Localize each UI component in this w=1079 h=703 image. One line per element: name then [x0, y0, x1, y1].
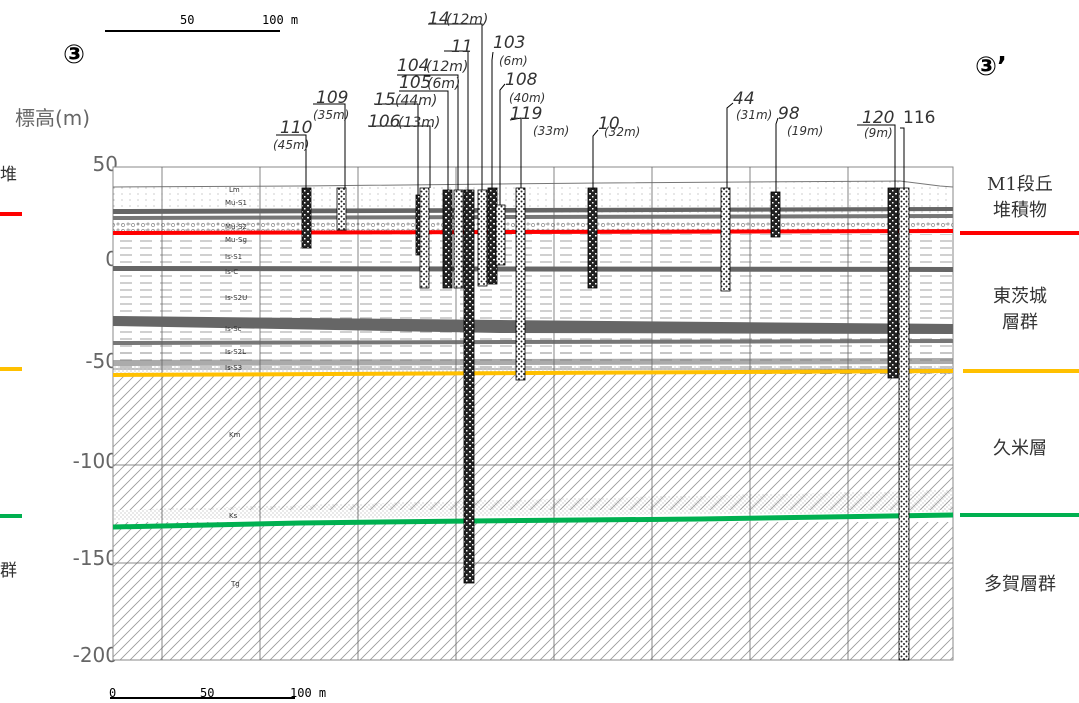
borehole-depth: (12m): [446, 12, 489, 28]
unit-label-higashi-ibaraki: 東茨城 層群: [993, 286, 1047, 334]
borehole-label: 120: [862, 108, 895, 128]
y-tick-label: -200: [72, 643, 118, 667]
m1-boundary-line: [112, 229, 954, 235]
borehole-label: 116: [903, 108, 936, 128]
scale-label-bottom-50: 50: [200, 686, 215, 700]
layer-label: Km: [229, 431, 241, 439]
borehole-label: 105: [399, 73, 432, 93]
layer-label: Is-S1: [225, 253, 243, 261]
borehole-label: 98: [778, 104, 800, 124]
layer-label: Is-S2U: [225, 294, 248, 302]
borehole-label: 44: [733, 89, 755, 109]
borehole-depth: (31m): [736, 108, 773, 122]
layer-label: Mu-Sg: [225, 236, 247, 244]
borehole-depth: (13m): [398, 115, 441, 131]
borehole-label: 110: [280, 118, 313, 138]
borehole-depth: (6m): [499, 54, 528, 68]
borehole-depth: (45m): [273, 138, 310, 152]
borehole-depth: (12m): [426, 59, 469, 75]
ibaraki-boundary-line: [112, 369, 954, 377]
borehole-depth: (33m): [533, 124, 570, 138]
layer-label: Lm: [229, 186, 240, 194]
borehole-depth: (32m): [604, 125, 641, 139]
borehole-label: 109: [316, 88, 349, 108]
borehole-label: 106: [368, 112, 401, 132]
scale-bar-bottom: [110, 697, 295, 699]
borehole-depth: (19m): [787, 124, 824, 138]
unit-label-left-partial: 堆: [0, 165, 17, 185]
layer-label: Mu-S1: [225, 199, 247, 207]
y-tick-label: -100: [72, 449, 118, 473]
layer-label: Tg: [231, 580, 240, 588]
unit-label-kume: 久米層: [993, 438, 1047, 459]
borehole-label: 14: [428, 9, 450, 29]
scale-label-bottom-100: 100 m: [290, 686, 327, 700]
borehole-label: 11: [451, 37, 473, 57]
borehole-label: 103: [493, 33, 526, 53]
y-tick-label: -150: [72, 546, 118, 570]
section-end-label: ③’: [975, 52, 1007, 82]
y-axis-title: 標高(m): [15, 106, 91, 130]
scale-label-top-100: 100 m: [262, 13, 299, 27]
borehole-depth: (9m): [864, 126, 893, 140]
section-start-label: ③: [63, 40, 86, 70]
borehole-label: 10: [598, 114, 620, 134]
borehole-depth: (35m): [313, 108, 350, 122]
borehole-label: 104: [397, 56, 430, 76]
layer-label: Ks: [229, 512, 238, 520]
scale-label-bottom-0: 0: [109, 686, 117, 700]
layer-label: Mu-S2: [225, 223, 247, 231]
borehole-label: 15: [374, 90, 396, 110]
borehole-columns: [301, 187, 910, 661]
borehole-label: 119: [510, 104, 543, 124]
scale-label-top-50: 50: [180, 13, 195, 27]
layer-label: Is-S2L: [225, 348, 247, 356]
unit-label-taga: 多賀層群: [984, 574, 1056, 595]
layer-label: Is-Sc: [225, 325, 242, 333]
borehole-depth: (44m): [395, 93, 438, 109]
unit-label-m1: M1段丘 堆積物: [987, 174, 1053, 222]
scale-bar-top: [105, 30, 280, 32]
layer-label: Is-S3: [225, 364, 243, 372]
borehole-depth: (40m): [509, 91, 546, 105]
borehole-label: 108: [505, 70, 538, 90]
borehole-depth: (6m): [427, 76, 461, 92]
unit-label-left-partial: 群: [0, 561, 17, 581]
layer-label: Is-C: [225, 268, 239, 276]
